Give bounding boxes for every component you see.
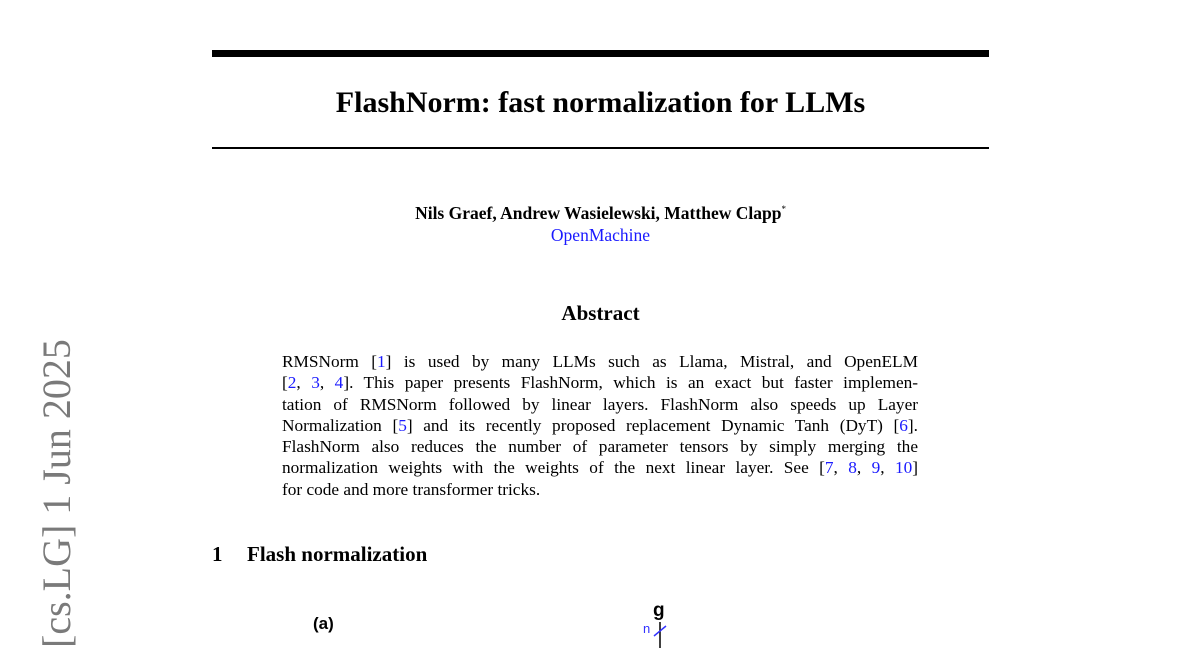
citation-link[interactable]: 6 — [899, 415, 908, 435]
author-footnote-mark[interactable]: * — [781, 204, 786, 215]
figure-panel-label: (a) — [313, 614, 334, 633]
abstract-line: normalization weights with the weights o… — [282, 457, 918, 478]
abstract-line: RMSNorm [1] is used by many LLMs such as… — [282, 351, 918, 372]
abstract-line: [2, 3, 4]. This paper presents FlashNorm… — [282, 372, 918, 393]
abstract-text: ]. This paper presents FlashNorm, which … — [343, 373, 919, 393]
citation-link[interactable]: 5 — [398, 415, 407, 435]
abstract-text: RMSNorm — [282, 352, 372, 371]
section-heading: 1 Flash normalization — [212, 542, 427, 567]
figure-wire — [653, 622, 667, 648]
citation-link[interactable]: 4 — [334, 373, 344, 393]
citation-link[interactable]: 2 — [287, 373, 297, 393]
abstract-text: , — [319, 373, 335, 393]
abstract-text: , — [880, 458, 895, 478]
citation-link[interactable]: 7 — [824, 458, 834, 478]
abstract-text: , — [296, 373, 312, 393]
author-list: Nils Graef, Andrew Wasielewski, Matthew … — [415, 203, 782, 223]
figure-dimension-label: n — [643, 621, 651, 636]
paper-title: FlashNorm: fast normalization for LLMs — [335, 86, 866, 119]
abstract-heading: Abstract — [561, 301, 640, 325]
abstract-line: tation of RMSNorm followed by linear lay… — [282, 394, 918, 415]
abstract-line: for code and more transformer tricks. — [282, 479, 918, 500]
abstract-text: ] — [912, 458, 919, 478]
abstract-text: FlashNorm also reduces the number of par… — [282, 437, 918, 457]
abstract-text: ] and its recently proposed replacement … — [406, 415, 900, 435]
citation-link[interactable]: 8 — [848, 458, 857, 478]
section-title: Flash normalization — [247, 542, 428, 566]
arxiv-stamp: [cs.LG] 1 Jun 2025 — [34, 339, 79, 648]
citation-link[interactable]: 1 — [377, 352, 386, 371]
abstract-text: ] is used by many LLMs such as Llama, Mi… — [385, 352, 918, 371]
abstract-body: RMSNorm [1] is used by many LLMs such as… — [282, 351, 918, 500]
abstract-text: normalization weights with the weights o… — [282, 458, 825, 478]
citation-link[interactable]: 9 — [871, 458, 881, 478]
citation-link[interactable]: 3 — [311, 373, 320, 393]
abstract-text: for code and more transformer tricks. — [282, 479, 541, 499]
abstract-text: , — [856, 458, 872, 478]
abstract-text: [ — [371, 352, 378, 371]
affiliation-link[interactable]: OpenMachine — [550, 225, 651, 245]
title-rule-top — [212, 50, 989, 57]
abstract-line: FlashNorm also reduces the number of par… — [282, 436, 918, 457]
abstract-text: tation of RMSNorm followed by linear lay… — [282, 394, 918, 414]
abstract-text: , — [833, 458, 849, 478]
citation-link[interactable]: 10 — [894, 458, 913, 478]
abstract-text: [ — [282, 373, 288, 393]
abstract-line: Normalization [5] and its recently propo… — [282, 415, 918, 436]
authors: Nils Graef, Andrew Wasielewski, Matthew … — [212, 203, 989, 224]
figure-node-label: g — [653, 600, 665, 621]
abstract-text: ]. — [907, 415, 918, 435]
section-number: 1 — [212, 542, 223, 566]
abstract-text: Normalization [ — [282, 415, 399, 435]
title-rule-bottom — [212, 147, 989, 149]
